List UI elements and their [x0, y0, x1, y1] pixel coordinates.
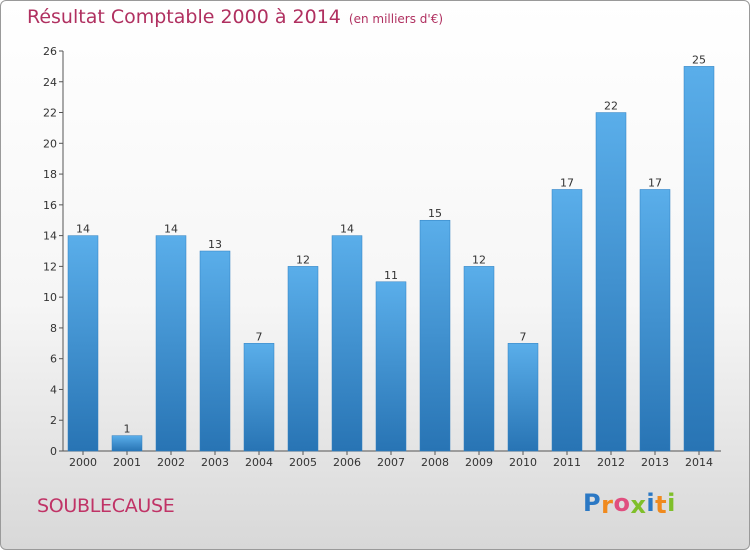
- bar-2014: [683, 66, 715, 452]
- x-tick-label: 2001: [113, 456, 141, 469]
- x-tick-label: 2002: [157, 456, 185, 469]
- data-label-2012: 22: [604, 100, 618, 113]
- x-tick-label: 2008: [421, 456, 449, 469]
- y-tick-label: 8: [50, 322, 57, 335]
- logo-letter: o: [613, 489, 631, 517]
- logo-letter: x: [630, 491, 647, 519]
- x-tick-label: 2005: [289, 456, 317, 469]
- data-label-2004: 7: [256, 330, 263, 343]
- data-label-2005: 12: [296, 253, 310, 266]
- y-tick-label: 14: [43, 230, 57, 243]
- proxiti-logo: Proxiti: [583, 489, 676, 519]
- data-label-2007: 11: [384, 269, 398, 282]
- bar-2001: [111, 435, 143, 452]
- data-label-2003: 13: [208, 238, 222, 251]
- logo-letter: t: [655, 491, 668, 519]
- y-tick-label: 0: [50, 445, 57, 458]
- logo-letter: i: [667, 489, 676, 517]
- x-tick-label: 2000: [69, 456, 97, 469]
- logo-letter: i: [646, 489, 656, 517]
- y-tick-label: 4: [50, 383, 57, 396]
- y-tick-label: 12: [43, 260, 57, 273]
- logo-letter: r: [601, 491, 614, 519]
- y-tick-label: 22: [43, 107, 57, 120]
- x-tick-label: 2007: [377, 456, 405, 469]
- x-tick-label: 2006: [333, 456, 361, 469]
- data-label-2006: 14: [340, 223, 354, 236]
- bar-2006: [331, 235, 363, 452]
- chart-data-labels: 14 1 14 13 7 12 14 11 15 12 7 17 22 17 25: [76, 53, 706, 435]
- data-label-2014: 25: [692, 53, 706, 66]
- chart-subtitle: (en milliers d'€): [348, 12, 444, 26]
- bar-2004: [243, 343, 275, 452]
- data-label-2009: 12: [472, 253, 486, 266]
- y-tick-label: 20: [43, 137, 57, 150]
- bar-2002: [155, 235, 187, 452]
- data-label-2002: 14: [164, 223, 178, 236]
- y-tick-label: 26: [43, 45, 57, 58]
- bar-2009: [463, 266, 495, 452]
- x-tick-label: 2004: [245, 456, 273, 469]
- chart-title-block: Résultat Comptable 2000 à 2014 (en millie…: [27, 6, 443, 28]
- data-label-2008: 15: [428, 207, 442, 220]
- bar-2007: [375, 281, 407, 452]
- x-tick-label: 2013: [641, 456, 669, 469]
- bar-2003: [199, 250, 231, 452]
- bar-2012: [595, 112, 627, 452]
- bar-2011: [551, 189, 583, 452]
- commune-name: SOUBLECAUSE: [37, 495, 175, 517]
- chart-title: Résultat Comptable 2000 à 2014: [27, 6, 341, 28]
- data-label-2013: 17: [648, 176, 662, 189]
- chart-bars: [67, 66, 715, 452]
- y-tick-label: 18: [43, 168, 57, 181]
- bar-2000: [67, 235, 99, 452]
- logo-letter: P: [583, 489, 602, 517]
- bar-2005: [287, 266, 319, 452]
- x-tick-label: 2011: [553, 456, 581, 469]
- y-tick-label: 24: [43, 76, 57, 89]
- y-tick-label: 6: [50, 353, 57, 366]
- x-tick-label: 2014: [685, 456, 713, 469]
- x-tick-label: 2009: [465, 456, 493, 469]
- data-label-2011: 17: [560, 176, 574, 189]
- data-label-2001: 1: [124, 423, 131, 436]
- bar-2008: [419, 219, 451, 452]
- data-label-2010: 7: [520, 330, 527, 343]
- bar-2013: [639, 189, 671, 452]
- x-tick-label: 2012: [597, 456, 625, 469]
- x-tick-label: 2010: [509, 456, 537, 469]
- y-tick-label: 10: [43, 291, 57, 304]
- bar-2010: [507, 343, 539, 452]
- y-tick-label: 16: [43, 199, 57, 212]
- data-label-2000: 14: [76, 223, 90, 236]
- x-tick-label: 2003: [201, 456, 229, 469]
- y-tick-label: 2: [50, 414, 57, 427]
